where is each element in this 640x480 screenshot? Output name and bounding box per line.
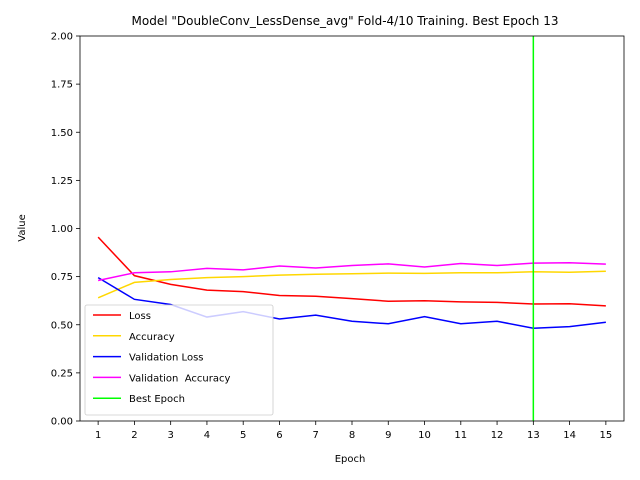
legend-box [84, 304, 274, 416]
x-tick-label: 13 [527, 430, 540, 441]
x-tick-label: 5 [240, 430, 246, 441]
x-tick-label: 4 [204, 430, 210, 441]
x-tick-label: 8 [349, 430, 355, 441]
x-tick-label: 14 [563, 430, 576, 441]
series-line-loss [97, 236, 606, 307]
x-axis-label: Epoch [335, 454, 366, 465]
legend: Loss Accuracy Validation Loss Validation Ac… [84, 304, 274, 416]
legend-label: Loss [129, 311, 151, 322]
plot-frame [79, 35, 625, 422]
legend-label: Validation Accuracy [129, 373, 230, 384]
y-tick-label: 2.00 [51, 32, 73, 43]
series-line-validation-accuracy [97, 262, 606, 282]
legend-label: Best Epoch [129, 394, 185, 405]
x-tick-label: 3 [167, 430, 173, 441]
legend-label: Validation Loss [129, 353, 204, 364]
x-tick-label: 15 [599, 430, 612, 441]
plot-area: 0.000.250.500.751.001.251.501.752.001 2 3 4… [51, 32, 625, 441]
y-tick-label: 0.25 [51, 368, 73, 379]
y-tick-label: 0.75 [51, 272, 73, 283]
y-tick-label: 1.25 [51, 176, 73, 187]
series-line-accuracy [97, 270, 606, 299]
y-tick-label: 0.50 [51, 320, 73, 331]
x-tick-label: 2 [131, 430, 137, 441]
x-tick-label: 7 [313, 430, 319, 441]
x-tick-label: 10 [418, 430, 431, 441]
y-tick-label: 1.75 [51, 80, 73, 91]
legend-label: Accuracy [129, 332, 175, 343]
y-tick-label: 1.00 [51, 224, 73, 235]
chart-title: Model "DoubleConv_LessDense_avg" Fold-4/… [132, 14, 559, 28]
y-tick-label: 1.50 [51, 128, 73, 139]
x-tick-label: 1 [95, 430, 101, 441]
x-tick-label: 11 [454, 430, 467, 441]
x-tick-label: 12 [491, 430, 504, 441]
x-tick-label: 6 [276, 430, 282, 441]
y-axis-label: Value [17, 214, 28, 241]
y-tick-label: 0.00 [51, 417, 73, 428]
x-tick-label: 9 [385, 430, 391, 441]
